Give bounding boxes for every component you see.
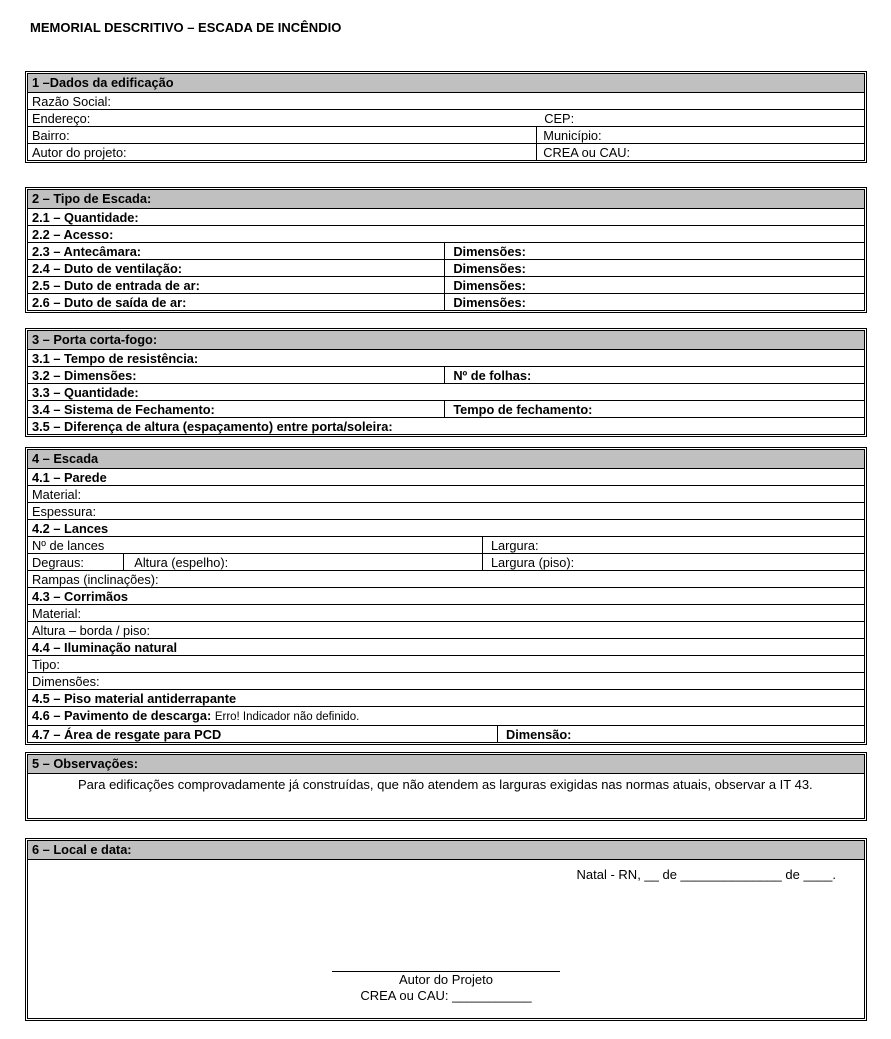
crea-cau-label: CREA ou CAU: <box>536 144 864 160</box>
signature-block: Autor do Projeto CREA ou CAU: __________… <box>28 971 864 1004</box>
field-dimensoes-folhas: 3.2 – Dimensões: Nº de folhas: <box>28 366 864 383</box>
duto-ventilacao-label: 2.4 – Duto de ventilação: <box>32 261 183 276</box>
field-material-parede: Material: <box>28 485 864 502</box>
tempo-resistencia-label: 3.1 – Tempo de resistência: <box>32 351 199 366</box>
field-iluminacao-natural: 4.4 – Iluminação natural <box>28 638 864 655</box>
section-3-header: 3 – Porta corta-fogo: <box>32 332 158 347</box>
cep-label: CEP: <box>544 111 575 126</box>
n-folhas-label: Nº de folhas: <box>444 367 864 383</box>
observacoes-text: Para edificações comprovadamente já cons… <box>78 777 813 792</box>
field-razao-social: Razão Social: <box>28 92 864 109</box>
field-degraus: Degraus: Altura (espelho): Largura (piso… <box>28 553 864 570</box>
local-data-row: Natal - RN, __ de ______________ de ____… <box>28 859 864 1025</box>
section-2-header: 2 – Tipo de Escada: <box>32 191 152 206</box>
duto-saida-dimensoes-label: Dimensões: <box>444 294 864 310</box>
corrimaos-label: 4.3 – Corrimãos <box>32 589 129 604</box>
field-lances: 4.2 – Lances <box>28 519 864 536</box>
acesso-label: 2.2 – Acesso: <box>32 227 114 242</box>
diferenca-altura-label: 3.5 – Diferença de altura (espaçamento) … <box>32 419 393 434</box>
section-5-header: 5 – Observações: <box>32 756 138 771</box>
section-4-header: 4 – Escada <box>32 451 99 466</box>
altura-borda-piso-label: Altura – borda / piso: <box>32 623 151 638</box>
erro-indicador-text: Erro! Indicador não definido. <box>214 711 360 723</box>
dimensoes-porta-label: 3.2 – Dimensões: <box>32 368 137 383</box>
iluminacao-label: 4.4 – Iluminação natural <box>32 640 178 655</box>
field-parede: 4.1 – Parede <box>28 468 864 485</box>
field-quantidade-escada: 2.1 – Quantidade: <box>28 208 864 225</box>
section-1-header: 1 –Dados da edificação <box>32 75 174 90</box>
observacoes-row: Para edificações comprovadamente já cons… <box>28 773 864 818</box>
piso-antiderrapante-label: 4.5 – Piso material antiderrapante <box>32 691 237 706</box>
section-local-data: 6 – Local e data: Natal - RN, __ de ____… <box>25 838 867 1021</box>
duto-entrada-ar-label: 2.5 – Duto de entrada de ar: <box>32 278 200 293</box>
field-diferenca-altura: 3.5 – Diferença de altura (espaçamento) … <box>28 417 864 434</box>
duto-saida-ar-label: 2.6 – Duto de saída de ar: <box>32 295 187 310</box>
lances-label: 4.2 – Lances <box>32 521 109 536</box>
section-observacoes: 5 – Observações: Para edificações compro… <box>25 752 867 821</box>
razao-social-label: Razão Social: <box>32 94 111 109</box>
espessura-label: Espessura: <box>32 504 97 519</box>
field-duto-entrada-ar: 2.5 – Duto de entrada de ar: Dimensões: <box>28 276 864 293</box>
field-altura-borda-piso: Altura – borda / piso: <box>28 621 864 638</box>
field-quantidade-porta: 3.3 – Quantidade: <box>28 383 864 400</box>
quantidade-label: 2.1 – Quantidade: <box>32 210 139 225</box>
field-antecamara: 2.3 – Antecâmara: Dimensões: <box>28 242 864 259</box>
dimensoes-iluminacao-label: Dimensões: <box>32 674 100 689</box>
duto-entrada-dimensoes-label: Dimensões: <box>444 277 864 293</box>
tempo-fechamento-label: Tempo de fechamento: <box>444 401 864 417</box>
antecamara-dimensoes-label: Dimensões: <box>444 243 864 259</box>
field-rampas: Rampas (inclinações): <box>28 570 864 587</box>
field-tempo-resistencia: 3.1 – Tempo de resistência: <box>28 349 864 366</box>
sistema-fechamento-label: 3.4 – Sistema de Fechamento: <box>32 402 215 417</box>
autor-projeto-signature-label: Autor do Projeto <box>399 972 493 987</box>
field-autor-crea: Autor do projeto: CREA ou CAU: <box>28 143 864 160</box>
field-dimensoes-iluminacao: Dimensões: <box>28 672 864 689</box>
endereco-label: Endereço: <box>32 111 91 126</box>
field-duto-saida-ar: 2.6 – Duto de saída de ar: Dimensões: <box>28 293 864 310</box>
section-tipo-escada: 2 – Tipo de Escada: 2.1 – Quantidade: 2.… <box>25 187 867 313</box>
field-piso-antiderrapante: 4.5 – Piso material antiderrapante <box>28 689 864 706</box>
parede-label: 4.1 – Parede <box>32 470 107 485</box>
altura-espelho-label: Altura (espelho): <box>123 554 482 570</box>
field-n-lances-largura: Nº de lances Largura: <box>28 536 864 553</box>
crea-cau-signature-line: CREA ou CAU: ___________ <box>360 988 532 1003</box>
field-duto-ventilacao: 2.4 – Duto de ventilação: Dimensões: <box>28 259 864 276</box>
material-corrimao-label: Material: <box>32 606 82 621</box>
field-sistema-fechamento: 3.4 – Sistema de Fechamento: Tempo de fe… <box>28 400 864 417</box>
degraus-label: Degraus: <box>32 555 84 570</box>
date-placeholder-line: Natal - RN, __ de ______________ de ____… <box>576 867 836 882</box>
section-porta-corta-fogo: 3 – Porta corta-fogo: 3.1 – Tempo de res… <box>25 328 867 437</box>
field-tipo: Tipo: <box>28 655 864 672</box>
section-escada: 4 – Escada 4.1 – Parede Material: Espess… <box>25 447 867 745</box>
signature-line <box>332 971 560 972</box>
material-parede-label: Material: <box>32 487 82 502</box>
field-endereco-cep: Endereço: CEP: <box>28 109 864 126</box>
tipo-label: Tipo: <box>32 657 60 672</box>
field-corrimaos: 4.3 – Corrimãos <box>28 587 864 604</box>
n-lances-label: Nº de lances <box>32 538 105 553</box>
field-bairro-municipio: Bairro: Município: <box>28 126 864 143</box>
field-area-resgate-pcd: 4.7 – Área de resgate para PCD Dimensão: <box>28 725 864 742</box>
page-title: MEMORIAL DESCRITIVO – ESCADA DE INCÊNDIO <box>30 20 342 35</box>
section-6-header: 6 – Local e data: <box>32 842 132 857</box>
quantidade-porta-label: 3.3 – Quantidade: <box>32 385 139 400</box>
bairro-label: Bairro: <box>32 128 70 143</box>
field-acesso: 2.2 – Acesso: <box>28 225 864 242</box>
section-dados-edificacao: 1 –Dados da edificação Razão Social: End… <box>25 71 867 163</box>
area-resgate-label: 4.7 – Área de resgate para PCD <box>32 727 222 742</box>
field-pavimento-descarga: 4.6 – Pavimento de descarga: Erro! Indic… <box>28 706 864 725</box>
antecamara-label: 2.3 – Antecâmara: <box>32 244 142 259</box>
autor-projeto-label: Autor do projeto: <box>32 145 127 160</box>
dimensao-pcd-label: Dimensão: <box>496 726 864 742</box>
rampas-label: Rampas (inclinações): <box>32 572 159 587</box>
field-material-corrimao: Material: <box>28 604 864 621</box>
field-espessura: Espessura: <box>28 502 864 519</box>
largura-label: Largura: <box>481 537 864 553</box>
duto-ventilacao-dimensoes-label: Dimensões: <box>444 260 864 276</box>
municipio-label: Município: <box>536 127 864 143</box>
pavimento-descarga-label: 4.6 – Pavimento de descarga: <box>32 708 212 723</box>
largura-piso-label: Largura (piso): <box>481 554 864 570</box>
